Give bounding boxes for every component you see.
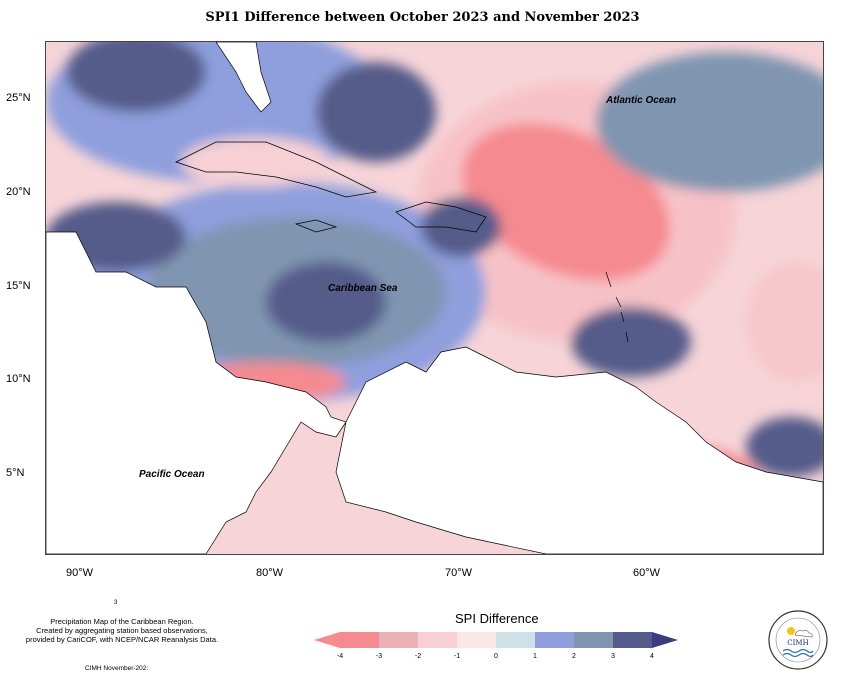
legend-title: SPI Difference bbox=[455, 611, 539, 626]
footer-line-3: provided by CariCOF, with NCEP/NCAR Rean… bbox=[25, 635, 219, 644]
land-cuba bbox=[175, 141, 378, 198]
legend-tick-label: 2 bbox=[572, 653, 576, 660]
legend-swatch bbox=[340, 632, 379, 648]
cloud-icon bbox=[794, 630, 813, 638]
x-axis-label-70w: 70°W bbox=[445, 567, 473, 579]
spi-map: Atlantic Ocean Caribbean Sea Pacific Oce… bbox=[46, 42, 823, 554]
map-label-pacific: Pacific Ocean bbox=[139, 469, 205, 480]
footer-mark: 3 bbox=[114, 600, 118, 606]
wet-zone-caribbean-core bbox=[266, 262, 386, 342]
legend-arrow-left bbox=[314, 632, 340, 648]
x-axis-label-80w: 80°W bbox=[256, 567, 284, 579]
y-axis-label-5n: 5°N bbox=[6, 467, 25, 479]
footer-credit: CIMH November-202: bbox=[85, 665, 149, 672]
dry-zone-cuba bbox=[181, 137, 331, 187]
map-label-caribbean: Caribbean Sea bbox=[328, 283, 398, 294]
legend-tick-label: 4 bbox=[650, 653, 654, 660]
y-axis-label-25n: 25°N bbox=[6, 92, 31, 104]
legend-arrow-right bbox=[652, 632, 678, 648]
dry-zone-east bbox=[746, 262, 823, 382]
legend-swatch bbox=[418, 632, 457, 648]
legend-tick-label: -4 bbox=[337, 653, 343, 660]
cimh-logo: CIMH bbox=[768, 610, 828, 670]
map-title: SPI1 Difference between October 2023 and… bbox=[205, 10, 640, 25]
legend-colorbar: -4 -3 -2 -1 0 1 2 3 4 bbox=[314, 632, 678, 660]
legend-swatch bbox=[574, 632, 613, 648]
y-axis-label-15n: 15°N bbox=[6, 280, 31, 292]
wet-zone-southeast bbox=[571, 307, 691, 377]
sun-icon bbox=[787, 627, 795, 635]
footer-line-2: Created by aggregating station based obs… bbox=[36, 626, 208, 635]
land-south-america bbox=[335, 346, 823, 554]
legend-swatch bbox=[535, 632, 574, 648]
land-florida bbox=[215, 42, 272, 113]
map-label-atlantic: Atlantic Ocean bbox=[605, 95, 676, 106]
logo-text: CIMH bbox=[787, 639, 808, 647]
map-frame: Atlantic Ocean Caribbean Sea Pacific Oce… bbox=[45, 41, 824, 555]
legend-swatch bbox=[457, 632, 496, 648]
wet-zone-far-east bbox=[746, 417, 823, 477]
legend-swatch bbox=[613, 632, 652, 648]
y-axis-label-20n: 20°N bbox=[6, 186, 31, 198]
wet-zone-bahamas bbox=[316, 62, 436, 162]
land-jamaica bbox=[294, 219, 338, 233]
legend-tick-label: 0 bbox=[494, 653, 498, 660]
legend-swatch bbox=[496, 632, 535, 648]
x-axis-label-60w: 60°W bbox=[633, 567, 661, 579]
land-central-america bbox=[46, 231, 347, 554]
y-axis-label-10n: 10°N bbox=[6, 373, 31, 385]
land-lesser-antilles bbox=[605, 271, 629, 343]
land-hispaniola bbox=[395, 201, 487, 233]
dry-zone-core bbox=[462, 123, 670, 281]
legend-tick-label: 1 bbox=[533, 653, 537, 660]
legend-tick-label: -2 bbox=[415, 653, 421, 660]
footer-notes: Precipitation Map of the Caribbean Regio… bbox=[16, 617, 228, 644]
wet-zone-hispaniola bbox=[421, 197, 501, 257]
wave-icon bbox=[782, 648, 814, 654]
wet-zone-gulf-core bbox=[66, 42, 206, 112]
legend-tick-label: -1 bbox=[454, 653, 460, 660]
footer-line-1: Precipitation Map of the Caribbean Regio… bbox=[50, 617, 194, 626]
wet-zone-northeast bbox=[596, 52, 823, 192]
x-axis-label-90w: 90°W bbox=[66, 567, 94, 579]
legend-swatch bbox=[379, 632, 418, 648]
legend-tick-label: 3 bbox=[611, 653, 615, 660]
legend-tick-label: -3 bbox=[376, 653, 382, 660]
